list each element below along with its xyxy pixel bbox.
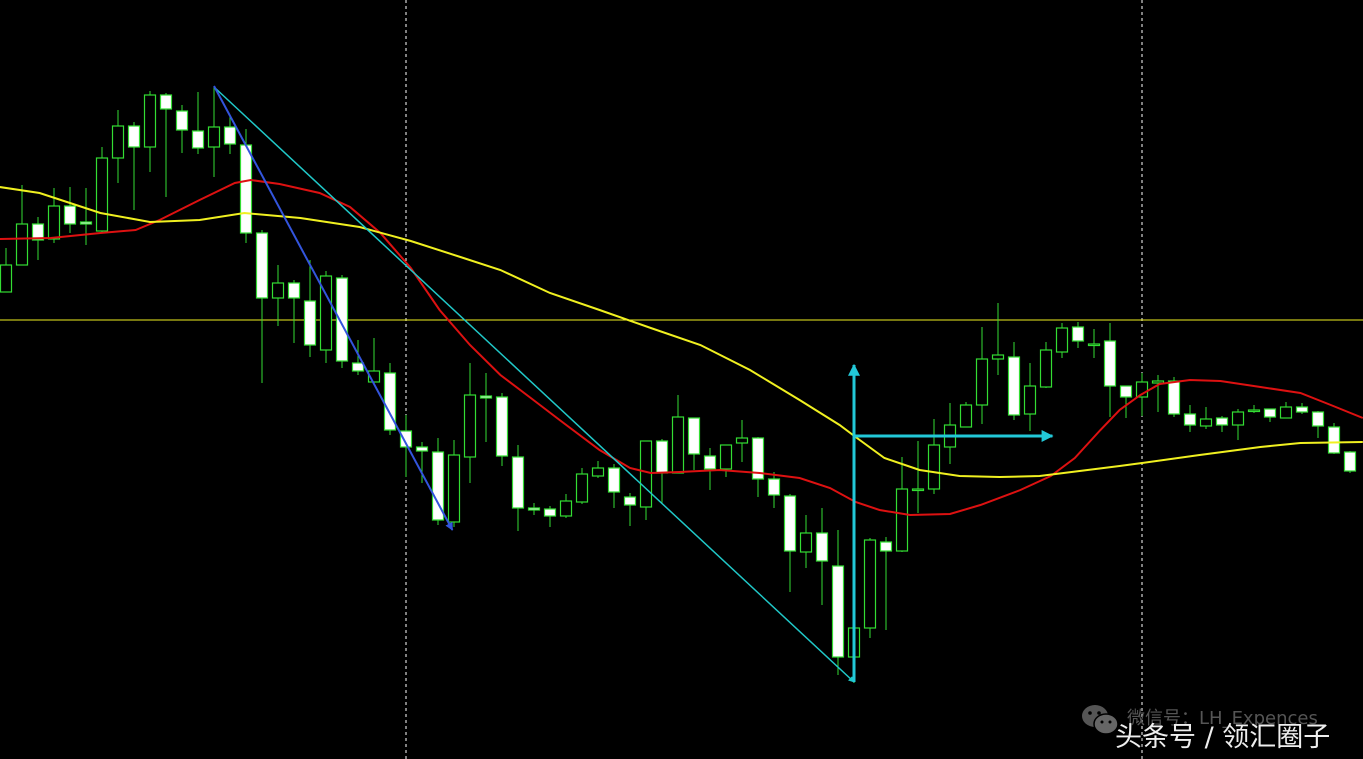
- candle-bullish: [991, 354, 1005, 360]
- candle-bullish: [143, 94, 157, 148]
- candle-bullish: [0, 264, 13, 293]
- candle-bullish: [1039, 349, 1053, 388]
- candle-bullish: [639, 440, 653, 508]
- candle-bullish: [959, 404, 973, 428]
- candle-bearish: [175, 110, 189, 131]
- candle-bearish: [1183, 413, 1197, 426]
- candle-bearish: [527, 507, 541, 511]
- candle-bearish: [431, 451, 445, 521]
- candle-bearish: [255, 232, 269, 299]
- candle-bullish: [1023, 385, 1037, 415]
- candle-bullish: [895, 488, 909, 552]
- candle-bullish: [95, 157, 109, 232]
- candle-bullish: [559, 500, 573, 517]
- drawn-trendline: [213, 86, 855, 683]
- candle-bearish: [831, 565, 845, 658]
- candle-bullish: [799, 532, 813, 553]
- candle-bullish: [975, 358, 989, 406]
- candle-bearish: [287, 282, 301, 299]
- candle-bullish: [719, 444, 733, 470]
- candle-bearish: [1343, 451, 1357, 472]
- wechat-icon: [1082, 705, 1119, 735]
- candle-bearish: [223, 126, 237, 145]
- candle-bearish: [1119, 385, 1133, 398]
- moving-average-fast: [0, 178, 1363, 517]
- candle-bearish: [159, 94, 173, 110]
- candle-bearish: [479, 395, 493, 399]
- candle-bearish: [191, 130, 205, 149]
- candle-bullish: [1279, 406, 1293, 419]
- candle-bullish: [447, 454, 461, 523]
- candle-bearish: [303, 300, 317, 346]
- candle-bearish: [495, 396, 509, 457]
- candle-bearish: [687, 417, 701, 455]
- drawn-trendline: [213, 85, 454, 531]
- candle-bearish: [63, 205, 77, 225]
- candle-bullish: [911, 488, 925, 492]
- candle-bearish: [127, 125, 141, 148]
- candle-bearish: [703, 455, 717, 470]
- candle-bearish: [1071, 326, 1085, 342]
- candle-bearish: [351, 362, 365, 372]
- candle-bullish: [1151, 380, 1165, 384]
- candle-bearish: [543, 508, 557, 517]
- candle-bullish: [575, 473, 589, 503]
- candle-bullish: [671, 416, 685, 474]
- candle-bearish: [415, 446, 429, 452]
- candle-bullish: [1231, 411, 1245, 426]
- candle-bullish: [735, 437, 749, 444]
- candle-bullish: [1135, 381, 1149, 398]
- candle-bullish: [1199, 418, 1213, 427]
- candle-bearish: [31, 223, 45, 241]
- candle-bearish: [1007, 356, 1021, 416]
- candle-bullish: [591, 467, 605, 477]
- candle-bearish: [1167, 380, 1181, 415]
- candle-bearish: [79, 221, 93, 225]
- candle-bullish: [271, 282, 285, 299]
- candle-bullish: [1055, 327, 1069, 353]
- moving-average-slow: [0, 186, 1363, 479]
- candle-bearish: [879, 541, 893, 552]
- candle-bullish: [463, 394, 477, 458]
- candle-bullish: [207, 126, 221, 148]
- candle-bearish: [751, 437, 765, 480]
- candle-bearish: [783, 495, 797, 552]
- candle-bullish: [927, 444, 941, 490]
- candle-bullish: [1247, 409, 1261, 413]
- candle-bearish: [1215, 417, 1229, 426]
- candle-bearish: [399, 430, 413, 448]
- candle-bullish: [319, 275, 333, 351]
- candle-bullish: [47, 205, 61, 240]
- candle-bullish: [15, 223, 29, 266]
- watermark-toutiao: 头条号 / 领汇圈子: [1115, 722, 1331, 753]
- candle-bearish: [1295, 406, 1309, 413]
- candle-bearish: [815, 532, 829, 562]
- candle-bearish: [1263, 408, 1277, 418]
- candle-bearish: [623, 496, 637, 506]
- candle-bullish: [863, 539, 877, 629]
- candle-bearish: [607, 467, 621, 493]
- candle-bullish: [111, 125, 125, 159]
- candle-bearish: [655, 440, 669, 474]
- candle-bearish: [1103, 340, 1117, 387]
- candle-bearish: [767, 478, 781, 496]
- candle-bearish: [239, 144, 253, 234]
- candle-bullish: [1087, 343, 1101, 347]
- candle-bearish: [1327, 426, 1341, 454]
- candle-bearish: [1311, 411, 1325, 427]
- watermark-wechat-id: 微信号：LH_Expences: [1127, 708, 1318, 729]
- candle-bearish: [335, 277, 349, 362]
- candle-bearish: [511, 456, 525, 509]
